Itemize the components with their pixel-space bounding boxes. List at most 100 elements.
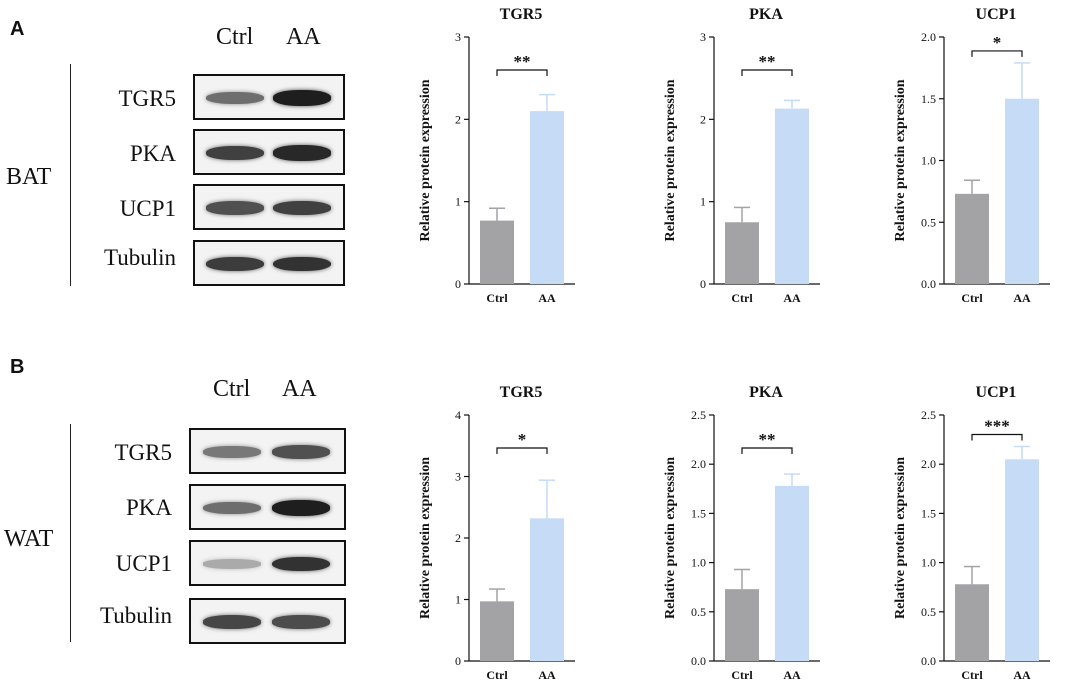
y-tick-label: 1: [455, 593, 461, 607]
bar-ctrl: [725, 222, 759, 284]
y-tick-label: 1.5: [921, 506, 936, 520]
panel-letter-b: B: [10, 356, 25, 378]
significance-label: *: [518, 430, 527, 449]
chart-title: UCP1: [976, 384, 1017, 401]
blot-row-label: UCP1: [115, 551, 172, 576]
bar-aa: [1005, 98, 1039, 284]
bar-ctrl: [955, 584, 989, 661]
x-tick-label: Ctrl: [731, 668, 753, 682]
y-tick-label: 0.0: [921, 654, 936, 668]
significance-bracket: [741, 69, 793, 76]
blot-band: [272, 200, 331, 215]
bar-chart-wat-tgr5: TGR5 Relative protein expression 0 1 2 3 4 Ctrl…: [418, 384, 575, 682]
blot-band: [203, 615, 262, 629]
lane-label-ctrl: Ctrl: [216, 24, 254, 50]
blot-row-label: TGR5: [114, 440, 173, 465]
x-tick-label: Ctrl: [486, 668, 508, 682]
lane-label-ctrl: Ctrl: [213, 376, 251, 402]
blot-band: [205, 92, 264, 104]
y-tick-label: 1.0: [691, 556, 706, 570]
y-tick-label: 2.0: [921, 30, 936, 44]
y-tick-label: 3: [455, 30, 461, 44]
y-tick-label: 0.0: [691, 654, 706, 668]
significance-label: ***: [984, 416, 1010, 435]
y-tick-label: 1.5: [921, 92, 936, 106]
blot-band: [272, 256, 331, 272]
y-tick-label: 4: [455, 408, 461, 422]
blot-band: [272, 556, 331, 572]
bar-ctrl: [955, 193, 989, 284]
y-tick-label: 1: [455, 195, 461, 209]
bar-chart-bat-ucp1: UCP1 Relative protein expression 0.0 0.5 1.0…: [893, 6, 1050, 305]
bar-aa: [530, 111, 564, 284]
y-axis-label: Relative protein expression: [893, 457, 908, 619]
blot-row-label: Tubulin: [103, 245, 176, 270]
x-tick-label: AA: [1013, 668, 1031, 682]
bar-ctrl: [480, 220, 514, 284]
y-tick-label: 0: [700, 277, 706, 291]
blot-row-label: PKA: [125, 495, 172, 520]
western-blot-strip: [193, 240, 345, 286]
bar-chart-bat-pka: PKA Relative protein expression 0 1 2 3 Ctrl AA…: [663, 6, 820, 305]
blot-band: [272, 90, 331, 106]
blot-row-label: Tubulin: [99, 603, 172, 628]
x-tick-label: AA: [783, 668, 801, 682]
blot-band: [272, 445, 331, 459]
y-tick-label: 2: [700, 112, 706, 126]
significance-bracket: [496, 69, 548, 76]
blot-band: [205, 145, 264, 160]
blot-band: [272, 145, 331, 161]
y-tick-label: 1.0: [921, 556, 936, 570]
y-tick-label: 3: [455, 470, 461, 484]
x-tick-label: AA: [538, 291, 556, 305]
y-tick-label: 2.5: [691, 408, 706, 422]
y-tick-label: 2.0: [691, 457, 706, 471]
y-tick-label: 0.5: [921, 215, 936, 229]
tissue-label-wat: WAT: [4, 526, 54, 552]
y-tick-label: 2.0: [921, 457, 936, 471]
significance-label: **: [759, 430, 776, 449]
chart-title: TGR5: [500, 384, 543, 401]
western-blot-strip: [193, 74, 345, 120]
tissue-label-bat: BAT: [6, 164, 52, 190]
y-axis-label: Relative protein expression: [893, 79, 908, 241]
panel-letter-a: A: [10, 18, 25, 40]
significance-bracket: [971, 50, 1023, 57]
y-axis-label: Relative protein expression: [663, 457, 678, 619]
x-tick-label: AA: [783, 291, 801, 305]
blot-band: [203, 446, 262, 458]
significance-bracket: [496, 447, 548, 454]
bar-chart-bat-tgr5: TGR5 Relative protein expression 0 1 2 3 Ctrl A…: [418, 6, 575, 305]
western-blot-strip: [193, 129, 345, 175]
y-axis-label: Relative protein expression: [418, 79, 433, 241]
western-blot-strip: [189, 540, 346, 586]
y-tick-label: 3: [700, 30, 706, 44]
y-axis-label: Relative protein expression: [663, 79, 678, 241]
significance-bracket: [741, 447, 793, 454]
chart-title: PKA: [749, 6, 783, 23]
x-tick-label: Ctrl: [486, 291, 508, 305]
blot-row-label: UCP1: [119, 196, 176, 221]
significance-label: **: [514, 52, 531, 71]
blot-row-label: TGR5: [118, 86, 177, 111]
y-axis-label: Relative protein expression: [418, 457, 433, 619]
bar-aa: [775, 108, 809, 284]
y-tick-label: 0: [455, 654, 461, 668]
lane-label-aa: AA: [286, 24, 321, 50]
tissue-bracket-line: [70, 424, 71, 642]
x-tick-label: AA: [1013, 291, 1031, 305]
y-tick-label: 2.5: [921, 408, 936, 422]
x-tick-label: Ctrl: [961, 668, 983, 682]
bar-ctrl: [480, 601, 514, 661]
significance-bracket: [971, 433, 1023, 441]
chart-title: TGR5: [500, 6, 543, 23]
significance-label: *: [993, 33, 1002, 52]
y-tick-label: 0.5: [691, 605, 706, 619]
blot-band: [205, 201, 264, 215]
blot-band: [203, 559, 262, 569]
bar-ctrl: [725, 589, 759, 661]
blot-band: [272, 500, 331, 516]
chart-title: UCP1: [976, 6, 1017, 23]
blot-row-label: PKA: [129, 141, 176, 166]
blot-band: [272, 615, 331, 629]
